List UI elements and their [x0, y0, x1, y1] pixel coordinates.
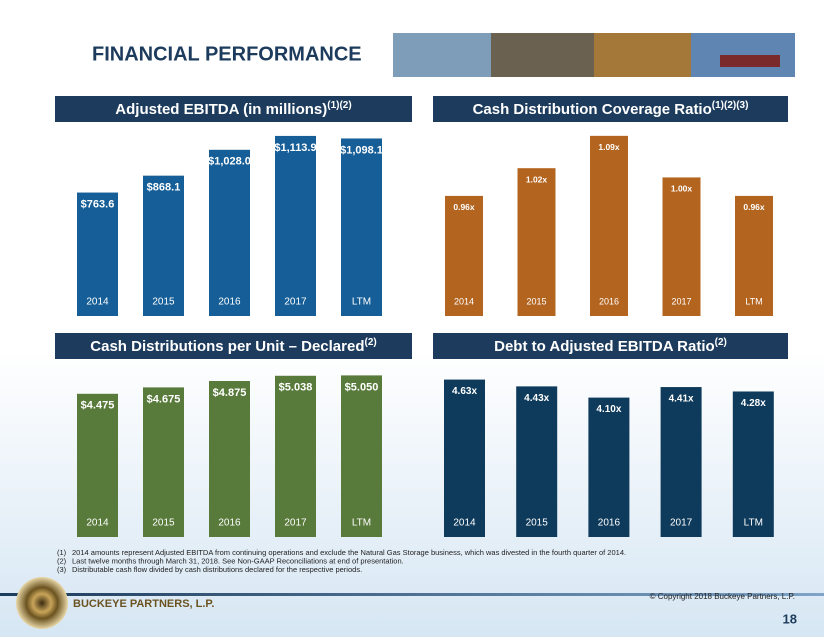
category-label: 2014 — [86, 297, 109, 308]
page-number: 18 — [783, 611, 797, 626]
bar — [662, 177, 701, 316]
value-label: 4.10x — [596, 404, 621, 415]
bar — [143, 175, 184, 316]
category-label: 2014 — [454, 296, 474, 306]
panel-title: Adjusted EBITDA (in millions)(1)(2) — [115, 100, 351, 118]
panel-title-text: Cash Distribution Coverage Ratio — [473, 101, 712, 118]
bar — [341, 375, 382, 537]
category-label: 2014 — [86, 518, 109, 529]
value-label: 0.96x — [453, 202, 475, 212]
bar — [275, 375, 316, 537]
bar — [77, 393, 118, 537]
slide-title: FINANCIAL PERFORMANCE — [92, 43, 362, 65]
value-label: 4.63x — [452, 386, 477, 397]
panel-title-text: Cash Distributions per Unit – Declared — [90, 338, 364, 355]
value-label: 4.43x — [524, 393, 549, 404]
category-label: 2016 — [599, 296, 619, 306]
value-label: 1.02x — [526, 174, 548, 184]
value-label: 4.41x — [669, 394, 694, 405]
bar — [209, 381, 250, 537]
panel-title-note: (1)(2)(3) — [712, 100, 749, 111]
logo — [16, 577, 68, 629]
panel-header — [433, 96, 788, 122]
category-label: LTM — [745, 296, 762, 306]
panel-title: Debt to Adjusted EBITDA Ratio(2) — [494, 337, 727, 355]
value-label: $1,028.0 — [208, 156, 251, 168]
category-label: 2017 — [284, 297, 307, 308]
category-label: LTM — [744, 518, 763, 529]
value-label: 4.28x — [741, 398, 766, 409]
category-label: 2015 — [526, 296, 546, 306]
bar — [445, 195, 483, 316]
bar — [444, 379, 485, 537]
footnote-marker: (2) — [57, 556, 67, 565]
copyright: © Copyright 2018 Buckeye Partners, L.P. — [650, 592, 795, 601]
category-label: 2016 — [598, 518, 621, 529]
value-label: $5.038 — [279, 382, 313, 394]
panel-header — [55, 333, 412, 359]
panel-header — [55, 96, 412, 122]
panel-title: Cash Distribution Coverage Ratio(1)(2)(3… — [473, 100, 749, 118]
category-label: 2017 — [284, 518, 307, 529]
footnote-text: 2014 amounts represent Adjusted EBITDA f… — [72, 548, 626, 557]
footnote-marker: (1) — [57, 548, 67, 557]
value-label: $4.475 — [81, 400, 115, 412]
bar — [275, 135, 316, 316]
value-label: 1.09x — [598, 142, 620, 152]
bar — [143, 387, 184, 537]
footer-rule — [0, 593, 824, 596]
panel-title-text: Debt to Adjusted EBITDA Ratio — [494, 338, 715, 355]
category-label: 2016 — [218, 518, 241, 529]
category-label: 2016 — [218, 297, 241, 308]
value-label: $5.050 — [345, 381, 379, 393]
bar — [77, 192, 118, 316]
panel-title-note: (1)(2) — [327, 100, 351, 111]
bar — [660, 387, 702, 537]
company-name: BUCKEYE PARTNERS, L.P. — [73, 598, 214, 610]
category-label: 2015 — [526, 518, 549, 529]
header-photos — [393, 33, 795, 77]
value-label: 1.00x — [671, 184, 693, 194]
value-label: 0.96x — [743, 202, 765, 212]
panel-title-note: (2) — [365, 337, 377, 348]
footnote-text: Distributable cash flow divided by cash … — [72, 565, 362, 574]
bar — [516, 386, 558, 537]
panel-header — [433, 333, 788, 359]
value-label: $1,113.9 — [274, 142, 316, 154]
bar — [341, 138, 382, 316]
value-label: $4.875 — [213, 387, 247, 399]
category-label: 2017 — [671, 296, 691, 306]
bar — [209, 149, 250, 316]
category-label: 2015 — [152, 297, 175, 308]
value-label: $1,098.1 — [340, 144, 383, 156]
panel-title-note: (2) — [715, 337, 727, 348]
value-label: $763.6 — [81, 198, 115, 210]
bar — [588, 397, 630, 537]
bar — [732, 391, 774, 537]
bar — [590, 135, 628, 316]
category-label: LTM — [352, 297, 371, 308]
footnote-text: Last twelve months through March 31, 201… — [72, 556, 404, 565]
value-label: $4.675 — [147, 393, 181, 405]
footnote-marker: (3) — [57, 565, 67, 574]
category-label: 2015 — [152, 518, 175, 529]
category-label: 2014 — [453, 518, 476, 529]
bar — [735, 195, 773, 316]
category-label: 2017 — [670, 518, 693, 529]
category-label: LTM — [352, 518, 371, 529]
panel-title-text: Adjusted EBITDA (in millions) — [115, 101, 327, 118]
bar — [517, 168, 556, 316]
value-label: $868.1 — [147, 182, 181, 194]
panel-title: Cash Distributions per Unit – Declared(2… — [90, 337, 376, 355]
